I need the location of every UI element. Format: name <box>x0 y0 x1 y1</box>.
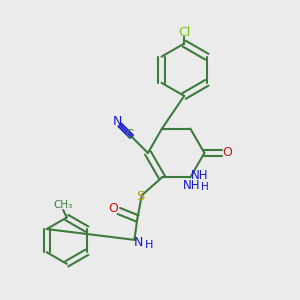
Text: O: O <box>109 202 118 214</box>
Text: O: O <box>222 146 232 160</box>
Text: CH₃: CH₃ <box>53 200 73 210</box>
Text: N: N <box>112 115 122 128</box>
Text: H: H <box>201 182 209 192</box>
Text: NH: NH <box>191 169 208 182</box>
Text: NH: NH <box>183 179 200 192</box>
Text: C: C <box>125 128 133 141</box>
Text: N: N <box>133 236 142 249</box>
Text: S: S <box>136 190 145 203</box>
Text: Cl: Cl <box>178 26 190 38</box>
Text: H: H <box>145 240 153 250</box>
